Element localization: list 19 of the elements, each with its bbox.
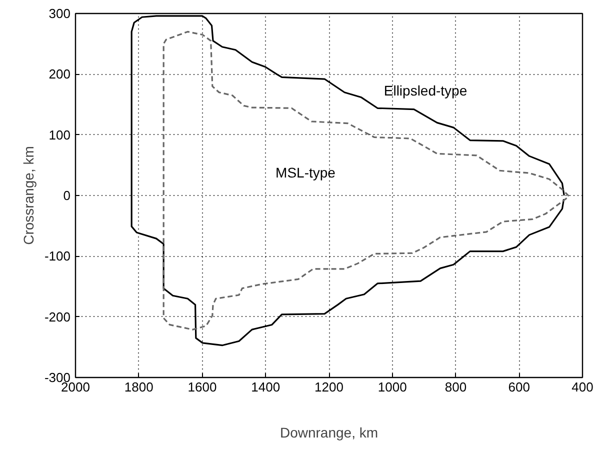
x-tick-label: 1600 [188,380,217,394]
y-tick-label: 300 [48,6,71,21]
line-series [162,30,570,330]
series-label: Ellipsled-type [384,82,468,98]
x-tick-label: 1000 [378,380,407,394]
x-tick-label: 1800 [124,380,154,394]
x-tick-label: 800 [444,380,467,394]
x-tick-label: 1400 [251,380,280,394]
y-tick-label: 0 [63,188,71,203]
y-axis-title: Crossrange, km [20,146,36,245]
y-tick-label: -100 [44,248,71,264]
x-axis-title: Downrange, km [280,424,378,440]
y-tick-label: 200 [48,66,71,82]
y-tick-label: 100 [48,127,71,142]
x-tick-label: 1200 [314,380,344,394]
x-tick-label: 600 [508,380,530,394]
x-tick-label: 400 [572,380,594,394]
y-tick-label: -200 [44,309,71,324]
text: MSL-type [276,164,336,180]
